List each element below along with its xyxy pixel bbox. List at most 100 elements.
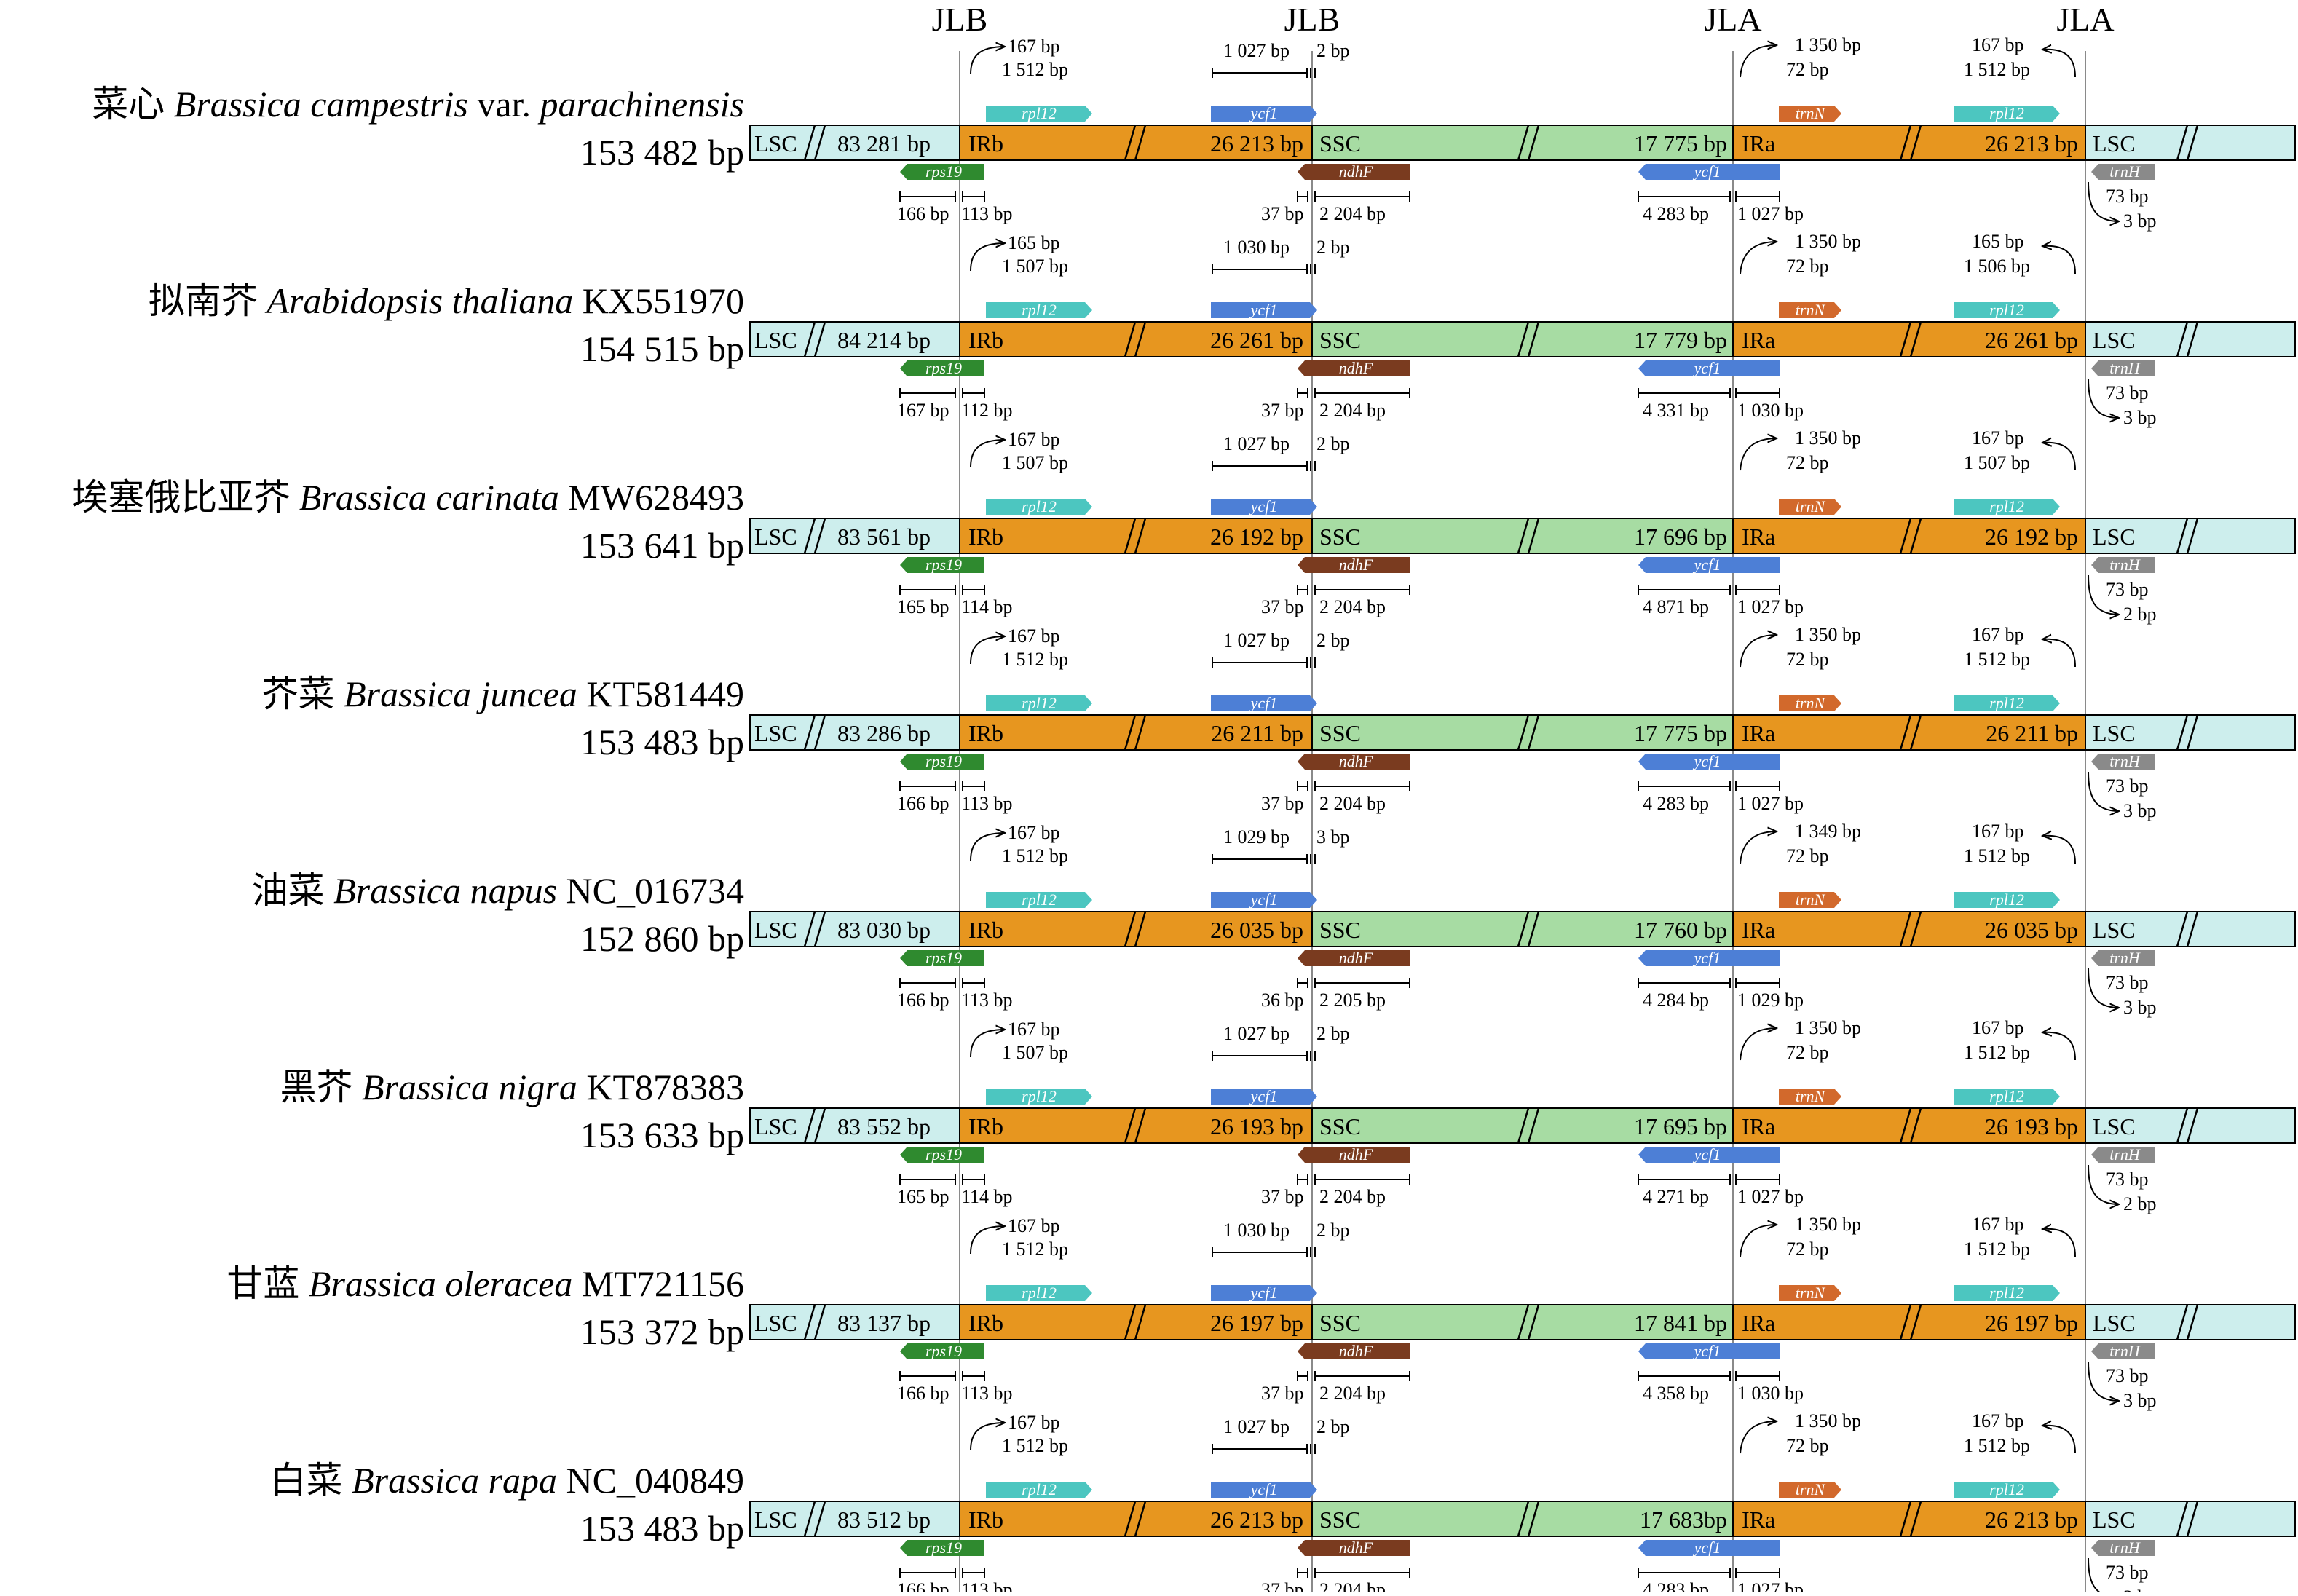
gene-rpl12-left bbox=[986, 499, 1092, 515]
gene-ndhF bbox=[1298, 950, 1410, 966]
anno-trnH-bottom: 2 bp bbox=[2123, 1193, 2157, 1214]
gene-trnN bbox=[1779, 499, 1841, 515]
region-label-lsc: LSC bbox=[754, 1506, 797, 1533]
measure-bar bbox=[1297, 1371, 1308, 1381]
gene-rpl12-left bbox=[986, 695, 1092, 711]
species-name: 黑芥 Brassica nigra KT878383 bbox=[280, 1067, 744, 1107]
anno-trnN-bottom: 72 bp bbox=[1786, 649, 1829, 670]
anno-rpl12-right-bottom: 1 512 bp bbox=[1964, 59, 2030, 80]
anno-ycf1-left: 1 027 bp bbox=[1223, 1023, 1290, 1044]
species-name-latin: Brassica rapa bbox=[352, 1460, 557, 1501]
break-slash bbox=[813, 1304, 826, 1340]
break-slash bbox=[803, 714, 816, 751]
anno-ycf1-left-gap: 3 bp bbox=[1316, 826, 1350, 848]
anno-ycf1-left: 1 030 bp bbox=[1223, 237, 1290, 258]
anno-rpl12-left-bottom: 1 512 bp bbox=[1002, 1239, 1068, 1260]
measure-bar bbox=[1297, 1174, 1308, 1185]
pointer-arrow bbox=[2088, 378, 2119, 418]
junction-label-jla2: JLA bbox=[2056, 1, 2114, 38]
gene-label-rpl12: rpl12 bbox=[1022, 1087, 1057, 1105]
gene-rpl12-left bbox=[986, 1482, 1092, 1498]
lsc-length: 83 512 bp bbox=[837, 1506, 931, 1533]
gene-ycf1-left bbox=[1211, 1482, 1317, 1498]
genome-length: 153 482 bp bbox=[580, 132, 744, 173]
lsc-length: 83 552 bp bbox=[837, 1113, 931, 1139]
anno-ycf1-left: 1 027 bp bbox=[1223, 40, 1290, 61]
anno-rps19-right: 113 bp bbox=[961, 793, 1013, 814]
measure-bar bbox=[1638, 585, 1731, 595]
region-irb bbox=[959, 911, 1313, 947]
break-slash bbox=[1899, 518, 1912, 554]
gene-label-ndhF: ndhF bbox=[1339, 162, 1373, 181]
break-mark bbox=[1899, 1107, 1922, 1144]
pointer-arrow bbox=[970, 636, 1005, 665]
species-name-cn: 油菜 bbox=[252, 870, 325, 911]
break-slash bbox=[2186, 911, 2199, 947]
break-slash bbox=[2176, 125, 2189, 161]
region-label-lsc-end: LSC bbox=[2093, 327, 2136, 353]
gene-rpl12-left bbox=[986, 892, 1092, 908]
species-name-latin: Brassica carinata bbox=[299, 477, 559, 518]
anno-rpl12-left-top: 165 bp bbox=[1008, 232, 1060, 253]
anno-ycf1-right-right: 1 027 bp bbox=[1737, 1186, 1804, 1207]
break-slash bbox=[1124, 518, 1137, 554]
anno-rps19-left: 166 bp bbox=[897, 793, 949, 814]
anno-ycf1-right-left: 4 331 bp bbox=[1643, 400, 1709, 421]
break-slash bbox=[2186, 1107, 2199, 1144]
region-label-ssc: SSC bbox=[1319, 130, 1361, 157]
anno-ndhF-right: 2 204 bp bbox=[1319, 400, 1386, 421]
measure-bar bbox=[962, 1371, 985, 1381]
anno-ndhF-left: 37 bp bbox=[1261, 1383, 1304, 1404]
gene-label-rpl12: rpl12 bbox=[1989, 1087, 2024, 1105]
break-slash bbox=[1134, 1501, 1147, 1537]
gene-rps19 bbox=[900, 360, 984, 376]
species-name-cn: 拟南芥 bbox=[149, 280, 258, 321]
break-mark bbox=[1124, 911, 1147, 947]
gene-label-rpl12: rpl12 bbox=[1022, 1480, 1057, 1498]
region-label-lsc: LSC bbox=[754, 1113, 797, 1139]
break-slash bbox=[1527, 1107, 1540, 1144]
measure-bar bbox=[1297, 191, 1308, 202]
break-slash bbox=[803, 1107, 816, 1144]
gene-label-ycf1: ycf1 bbox=[1249, 1284, 1278, 1302]
anno-trnH-bottom: 3 bp bbox=[2123, 407, 2157, 428]
break-slash bbox=[2186, 125, 2199, 161]
region-label-ira: IRa bbox=[1742, 1506, 1775, 1533]
break-mark bbox=[803, 1501, 826, 1537]
gene-label-trnH: trnH bbox=[2109, 1538, 2141, 1557]
measure-bar bbox=[899, 388, 956, 398]
anno-rpl12-right-top: 167 bp bbox=[1972, 1017, 2024, 1038]
break-slash bbox=[1899, 321, 1912, 357]
gene-label-rpl12: rpl12 bbox=[1022, 497, 1057, 515]
gene-label-ycf1: ycf1 bbox=[1249, 497, 1278, 515]
break-slash bbox=[1527, 714, 1540, 751]
anno-ycf1-left-gap: 2 bp bbox=[1316, 1220, 1350, 1241]
break-slash bbox=[813, 1107, 826, 1144]
ssc-length: 17 760 bp bbox=[1634, 917, 1727, 943]
measure-bar bbox=[1638, 1568, 1731, 1578]
measure-bar bbox=[1297, 978, 1308, 988]
anno-ycf1-right-left: 4 283 bp bbox=[1643, 203, 1709, 224]
gene-label-trnH: trnH bbox=[2109, 752, 2141, 770]
break-slash bbox=[2176, 1107, 2189, 1144]
anno-ndhF-left: 37 bp bbox=[1261, 1186, 1304, 1207]
gene-ndhF bbox=[1298, 1147, 1410, 1163]
region-label-lsc-end: LSC bbox=[2093, 524, 2136, 550]
lsc-length: 83 286 bp bbox=[837, 720, 931, 746]
measure-bar bbox=[899, 978, 956, 988]
lsc-length: 84 214 bp bbox=[837, 327, 931, 353]
measure-bar bbox=[962, 1568, 985, 1578]
anno-ndhF-right: 2 205 bp bbox=[1319, 989, 1386, 1011]
gene-rpl12-left bbox=[986, 1089, 1092, 1105]
species-name-latin: Brassica campestris bbox=[174, 84, 468, 125]
gene-ycf1-right bbox=[1638, 950, 1780, 966]
break-mark bbox=[1517, 125, 1540, 161]
anno-ycf1-left-gap: 2 bp bbox=[1316, 1023, 1350, 1044]
anno-rpl12-right-bottom: 1 512 bp bbox=[1964, 1435, 2030, 1456]
measure-bar bbox=[899, 781, 956, 791]
region-label-lsc: LSC bbox=[754, 130, 797, 157]
region-lsc bbox=[749, 321, 960, 357]
gene-label-ycf1: ycf1 bbox=[1249, 694, 1278, 712]
gene-label-rps19: rps19 bbox=[925, 949, 962, 967]
anno-trnN-top: 1 350 bp bbox=[1795, 231, 1861, 252]
